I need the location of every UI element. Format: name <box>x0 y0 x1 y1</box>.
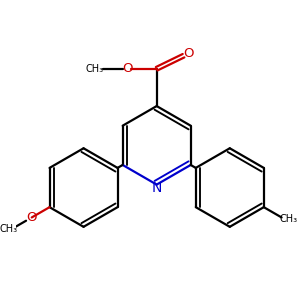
Text: N: N <box>152 181 162 195</box>
Text: CH₃: CH₃ <box>0 224 17 234</box>
Text: O: O <box>122 62 133 75</box>
Text: O: O <box>26 211 37 224</box>
Text: CH₃: CH₃ <box>85 64 103 74</box>
Text: O: O <box>183 47 194 60</box>
Text: CH₃: CH₃ <box>280 214 298 224</box>
